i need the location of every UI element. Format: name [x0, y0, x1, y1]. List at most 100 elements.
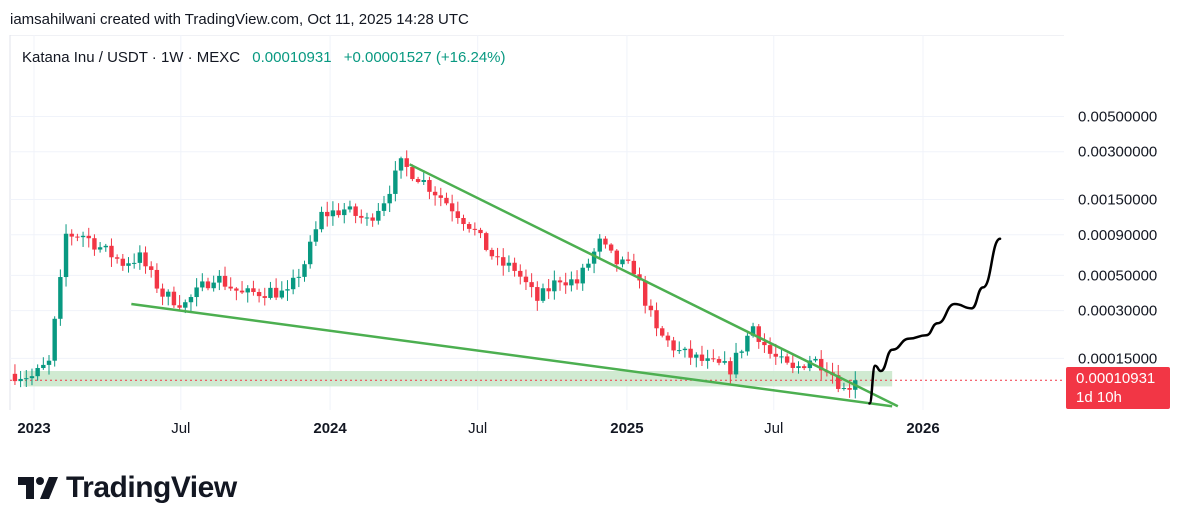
- brand-name: TradingView: [66, 471, 237, 504]
- candle-body: [273, 287, 279, 298]
- candle-body: [268, 287, 273, 298]
- y-tick-label: 0.00015000: [1078, 350, 1157, 367]
- candle-body: [171, 291, 177, 306]
- candle-body: [608, 244, 614, 251]
- candle-body: [512, 262, 517, 271]
- candle-body: [52, 318, 57, 361]
- candle-body: [529, 282, 534, 288]
- candle-body: [466, 224, 472, 229]
- candle-body: [194, 287, 199, 298]
- candle-body: [279, 290, 285, 298]
- x-tick-label: 2025: [610, 420, 643, 437]
- candle-body: [438, 195, 443, 198]
- candle-body: [728, 361, 733, 375]
- candle-body: [398, 158, 404, 171]
- candle-body: [756, 326, 761, 342]
- candle-body: [205, 281, 211, 289]
- candle-body: [177, 305, 182, 308]
- candle-body: [841, 388, 847, 390]
- candle-body: [836, 375, 841, 389]
- candle-body: [41, 364, 46, 369]
- symbol-label[interactable]: Katana Inu / USDT · 1W · MEXC: [22, 49, 241, 66]
- candle-body: [716, 359, 722, 363]
- y-tick-label: 0.00030000: [1078, 303, 1157, 320]
- candle-body: [779, 356, 784, 358]
- candle-body: [262, 296, 267, 298]
- candle-body: [699, 354, 705, 361]
- legend-change: +0.00001527 (+16.24%): [343, 49, 506, 66]
- candle-body: [114, 257, 120, 259]
- candle-body: [557, 280, 563, 283]
- candle-body: [745, 335, 750, 352]
- candle-body: [376, 210, 381, 221]
- candle-body: [813, 358, 818, 361]
- candle-body: [183, 302, 188, 308]
- candle-body: [290, 277, 296, 290]
- candle-body: [665, 335, 671, 341]
- candle-body: [784, 356, 790, 363]
- tradingview-brand[interactable]: TradingView: [18, 470, 237, 506]
- chart-area[interactable]: 0.00500000 0.00300000 0.00150000 0.00090000…: [0, 35, 1200, 445]
- x-tick-label: Jul: [468, 420, 487, 437]
- candle-body: [143, 252, 148, 267]
- candle-body: [256, 291, 262, 297]
- candle-body: [688, 348, 693, 358]
- candle-body: [75, 236, 80, 238]
- candle-body: [387, 193, 392, 204]
- candle-body: [319, 211, 324, 230]
- bar-countdown: 1d 10h: [1076, 389, 1122, 406]
- candle-body: [427, 180, 432, 192]
- candle-body: [495, 256, 500, 258]
- last-price-badge: 0.00010931 1d 10h: [1066, 367, 1170, 409]
- x-tick-label: 2023: [17, 420, 50, 437]
- y-tick-label: 0.00090000: [1078, 227, 1157, 244]
- candle-body: [796, 366, 801, 368]
- candle-body: [455, 211, 461, 219]
- candle-body: [154, 269, 160, 289]
- candle-body: [847, 388, 852, 390]
- candle-body: [790, 362, 796, 368]
- y-tick-label: 0.00500000: [1078, 108, 1157, 125]
- x-tick-label: Jul: [764, 420, 783, 437]
- candle-body: [807, 360, 813, 369]
- candle-body: [449, 203, 455, 212]
- candle-body: [711, 358, 716, 360]
- candle-body: [682, 348, 688, 351]
- candle-body: [461, 218, 466, 225]
- candle-body: [18, 378, 23, 382]
- candle-body: [228, 286, 233, 289]
- candle-body: [200, 281, 205, 288]
- candle-body: [245, 288, 250, 293]
- price-chart[interactable]: 0.00500000 0.00300000 0.00150000 0.00090000…: [0, 35, 1200, 445]
- trendline-upper: [408, 163, 899, 408]
- candle-body: [149, 266, 154, 270]
- candle-body: [296, 276, 302, 278]
- candle-body: [29, 376, 35, 379]
- attribution-header: iamsahilwani created with TradingView.co…: [10, 11, 469, 28]
- candle-body: [444, 197, 449, 204]
- candle-body: [518, 270, 523, 277]
- candle-body: [97, 247, 103, 250]
- candle-body: [131, 262, 137, 264]
- x-tick-label: 2024: [313, 420, 347, 437]
- candle-body: [694, 354, 699, 358]
- candle-body: [733, 352, 739, 375]
- candle-body: [484, 233, 489, 250]
- candle-body: [353, 206, 358, 216]
- trendline-lower: [131, 302, 893, 408]
- candle-body: [188, 297, 194, 303]
- candle-body: [336, 210, 341, 216]
- candle-body: [35, 368, 40, 377]
- y-tick-label: 0.00150000: [1078, 192, 1157, 209]
- candle-body: [773, 353, 778, 357]
- candle-body: [393, 170, 398, 194]
- candle-body: [342, 209, 347, 216]
- candle-body: [563, 282, 568, 286]
- candle-body: [313, 229, 319, 242]
- candle-body: [489, 249, 495, 257]
- candle-body: [722, 361, 727, 363]
- support-zone: [23, 371, 893, 387]
- candle-body: [330, 210, 336, 217]
- candle-body: [239, 290, 245, 293]
- candle-body: [234, 288, 239, 291]
